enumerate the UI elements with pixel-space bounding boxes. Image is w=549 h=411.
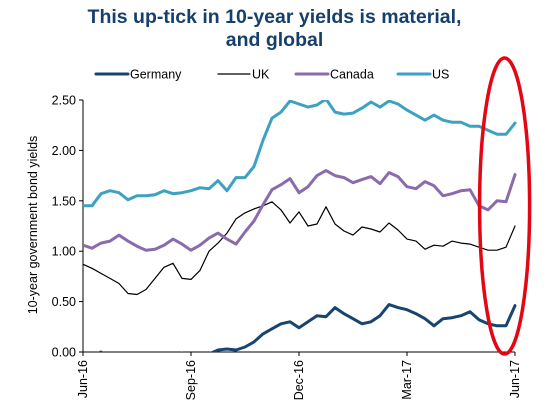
legend-label-germany: Germany [130,68,182,82]
x-tick-label: Dec-16 [292,360,306,400]
x-tick-label: Jun-17 [508,360,522,398]
legend-label-uk: UK [252,68,270,82]
legend-label-canada: Canada [330,68,374,82]
x-tick-label: Sep-16 [184,360,198,400]
x-axis: Jun-16 Sep-16 Dec-16 Mar-17 Jun-17 [76,351,522,400]
annotation-layer [477,56,532,356]
x-tick-label: Mar-17 [400,360,414,400]
highlight-ellipse [477,56,532,356]
y-tick-label: 0.50 [52,295,76,309]
series-line-us [83,100,517,208]
y-tick-label: 0.00 [52,346,76,360]
y-axis: 0.00 0.50 1.00 1.50 2.00 2.50 [52,94,84,360]
y-tick-label: 2.00 [52,144,76,158]
legend: Germany UK Canada US [94,68,449,82]
y-tick-label: 2.50 [52,94,76,108]
y-tick-label: 1.50 [52,194,76,208]
series-layer [83,100,517,352]
y-axis-title: 10-year government bond yields [26,136,40,315]
series-line-germany [97,303,517,352]
y-tick-label: 1.00 [52,245,76,259]
series-line-canada [83,169,517,252]
chart-title-line-2: and global [225,29,324,51]
legend-label-us: US [432,68,449,82]
chart-title-line-1: This up-tick in 10-year yields is materi… [87,6,462,28]
series-line-uk [83,201,516,296]
x-tick-label: Jun-16 [76,360,90,398]
chart-title: This up-tick in 10-year yields is materi… [0,6,549,52]
